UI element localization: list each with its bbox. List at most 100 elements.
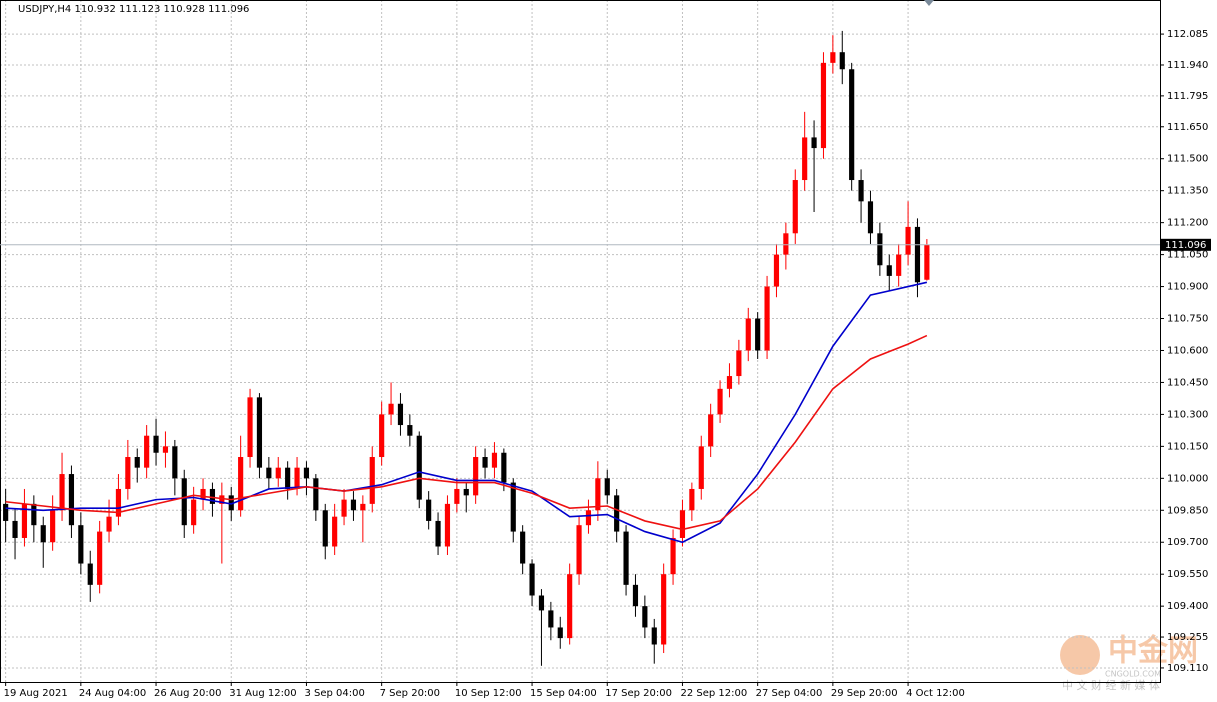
- watermark-logo: [1060, 635, 1100, 675]
- y-tick-label: 109.400: [1167, 601, 1208, 612]
- candle-body: [877, 233, 883, 266]
- candle-body: [783, 233, 789, 255]
- candle-body: [444, 503, 451, 547]
- x-tick-label: 4 Oct 12:00: [906, 688, 965, 699]
- y-tick-label: 109.850: [1167, 505, 1208, 516]
- x-tick-label: 26 Aug 20:00: [154, 688, 221, 699]
- candle-body: [247, 397, 253, 458]
- candle-body: [162, 446, 169, 453]
- candle-body: [266, 467, 272, 479]
- candle-body: [332, 516, 338, 547]
- x-tick-label: 10 Sep 12:00: [455, 688, 522, 699]
- candle-body: [867, 201, 874, 234]
- y-tick-label: 110.750: [1167, 314, 1208, 325]
- plot-frame: [0, 0, 1161, 683]
- chart-title: USDJPY,H4 110.932 111.123 110.928 111.09…: [18, 4, 249, 15]
- candle-body: [764, 286, 770, 351]
- x-tick-label: 31 Aug 12:00: [229, 688, 296, 699]
- candle-body: [360, 503, 366, 511]
- y-tick-label: 111.650: [1167, 122, 1208, 133]
- candle-body: [40, 525, 46, 543]
- candle-body: [595, 478, 601, 511]
- candle-body: [388, 403, 394, 415]
- candle-body: [792, 180, 798, 234]
- candle-body: [576, 525, 582, 575]
- candle-body: [632, 584, 639, 607]
- y-tick-label: 109.110: [1167, 663, 1208, 674]
- x-tick-label: 29 Sep 20:00: [831, 688, 898, 699]
- candle-body: [97, 531, 103, 585]
- candle-body: [78, 525, 84, 564]
- candle-body: [510, 482, 516, 532]
- candle-body: [623, 531, 629, 585]
- moving-average-line: [5, 334, 928, 531]
- candle-body: [520, 531, 526, 564]
- watermark: 中金网 CNGOLD.COM 中 文 财 经 新 媒 体: [1060, 634, 1198, 692]
- candle-body: [905, 226, 911, 255]
- candle-body: [172, 446, 178, 479]
- candle-body: [679, 510, 686, 538]
- candle-body: [529, 563, 535, 596]
- candle-body: [144, 435, 150, 468]
- watermark-site: CNGOLD.COM: [1105, 670, 1161, 679]
- y-tick-label: 111.350: [1167, 186, 1208, 197]
- candle-body: [115, 488, 122, 517]
- candle-body: [548, 610, 554, 628]
- candle-body: [153, 435, 159, 453]
- candle-body: [463, 488, 469, 496]
- candle-body: [379, 414, 385, 458]
- moving-average-line: [5, 281, 928, 544]
- candle-body: [604, 478, 610, 496]
- candle-body: [397, 403, 404, 426]
- candle-body: [181, 478, 187, 526]
- candle-body: [698, 446, 704, 489]
- x-tick-label: 19 Aug 2021: [4, 688, 68, 699]
- candle-body: [426, 499, 432, 521]
- watermark-title: 中金网: [1108, 634, 1198, 669]
- candle-body: [369, 457, 375, 504]
- candle-body: [322, 510, 328, 547]
- x-tick-label: 24 Aug 04:00: [79, 688, 146, 699]
- candle-body: [802, 137, 808, 181]
- candle-body: [717, 388, 723, 415]
- candle-body: [313, 478, 319, 511]
- candle-body: [435, 520, 441, 547]
- candle-body: [125, 457, 131, 489]
- y-tick-label: 111.050: [1167, 250, 1208, 261]
- candle-body: [294, 467, 300, 489]
- y-tick-label: 110.000: [1167, 473, 1208, 484]
- candle-body: [191, 499, 197, 526]
- scroll-marker: [924, 0, 934, 6]
- candle-body: [745, 318, 751, 351]
- y-tick-label: 111.940: [1167, 60, 1208, 71]
- candle-body: [491, 452, 498, 468]
- candle-body: [219, 495, 225, 504]
- y-tick-label: 111.200: [1167, 218, 1208, 229]
- candle-body: [68, 474, 75, 526]
- candle-body: [285, 467, 291, 489]
- x-tick-label: 22 Sep 12:00: [680, 688, 747, 699]
- candle-body: [661, 574, 667, 645]
- y-tick-label: 112.085: [1167, 29, 1208, 40]
- candle-body: [811, 137, 817, 149]
- candle-body: [614, 495, 620, 532]
- candle-body: [341, 499, 347, 517]
- candle-body: [585, 510, 592, 526]
- x-tick-label: 27 Sep 04:00: [756, 688, 823, 699]
- y-tick-label: 109.255: [1167, 632, 1208, 643]
- candle-body: [454, 488, 460, 504]
- candle-body: [858, 180, 864, 202]
- candle-body: [736, 350, 742, 377]
- candle-body: [914, 226, 921, 283]
- candle-body: [50, 510, 56, 543]
- candle-body: [830, 52, 836, 63]
- x-tick-label: 7 Sep 20:00: [380, 688, 440, 699]
- candle-body: [31, 503, 37, 526]
- y-tick-label: 110.900: [1167, 282, 1208, 293]
- x-tick-label: 15 Sep 04:00: [530, 688, 597, 699]
- candle-body: [59, 474, 65, 511]
- y-tick-label: 110.450: [1167, 377, 1208, 388]
- y-tick-label: 110.300: [1167, 409, 1208, 420]
- candle-body: [567, 574, 573, 639]
- candle-body: [820, 62, 827, 149]
